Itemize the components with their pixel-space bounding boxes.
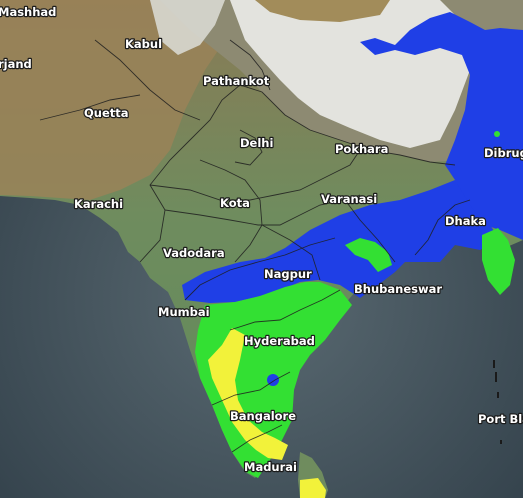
city-label[interactable]: Pokhara [334,141,390,157]
snow-patch [150,0,225,55]
city-label[interactable]: Karachi [73,196,124,212]
rain-green-spot [494,131,500,137]
rain-green-east [482,228,515,295]
rain-blue-northeast [360,12,523,240]
city-label[interactable]: rjand [0,56,33,72]
city-label[interactable]: Varanasi [320,191,379,207]
city-label[interactable]: Pathankot [202,73,271,89]
city-label[interactable]: Vadodara [162,245,226,261]
city-label[interactable]: Mashhad [0,4,58,20]
city-label[interactable]: Kabul [124,36,163,52]
city-label[interactable]: Dhaka [444,213,487,229]
city-label[interactable]: Quetta [83,105,130,121]
rain-blue-band [182,180,500,303]
city-label[interactable]: Kota [219,195,251,211]
city-label[interactable]: Port Bla [477,411,523,427]
city-label[interactable]: Bhubaneswar [353,281,444,297]
city-label[interactable]: Nagpur [263,266,313,282]
city-label[interactable]: Dibrug [483,145,523,161]
city-labels: Mashhad rjand Kabul Pathankot Quetta Del… [0,4,523,475]
borders [39,39,471,453]
city-label[interactable]: Madurai [243,459,298,475]
city-label[interactable]: Mumbai [157,304,211,320]
rain-yellow-sri-lanka [300,478,326,498]
andaman-islands [493,360,502,444]
brown-patch [255,0,390,22]
city-label[interactable]: Delhi [239,135,275,151]
city-label[interactable]: Bangalore [229,408,298,424]
rain-yellow-west [208,328,288,460]
rain-green-bengal [345,238,392,272]
city-label[interactable]: Hyderabad [243,333,316,349]
